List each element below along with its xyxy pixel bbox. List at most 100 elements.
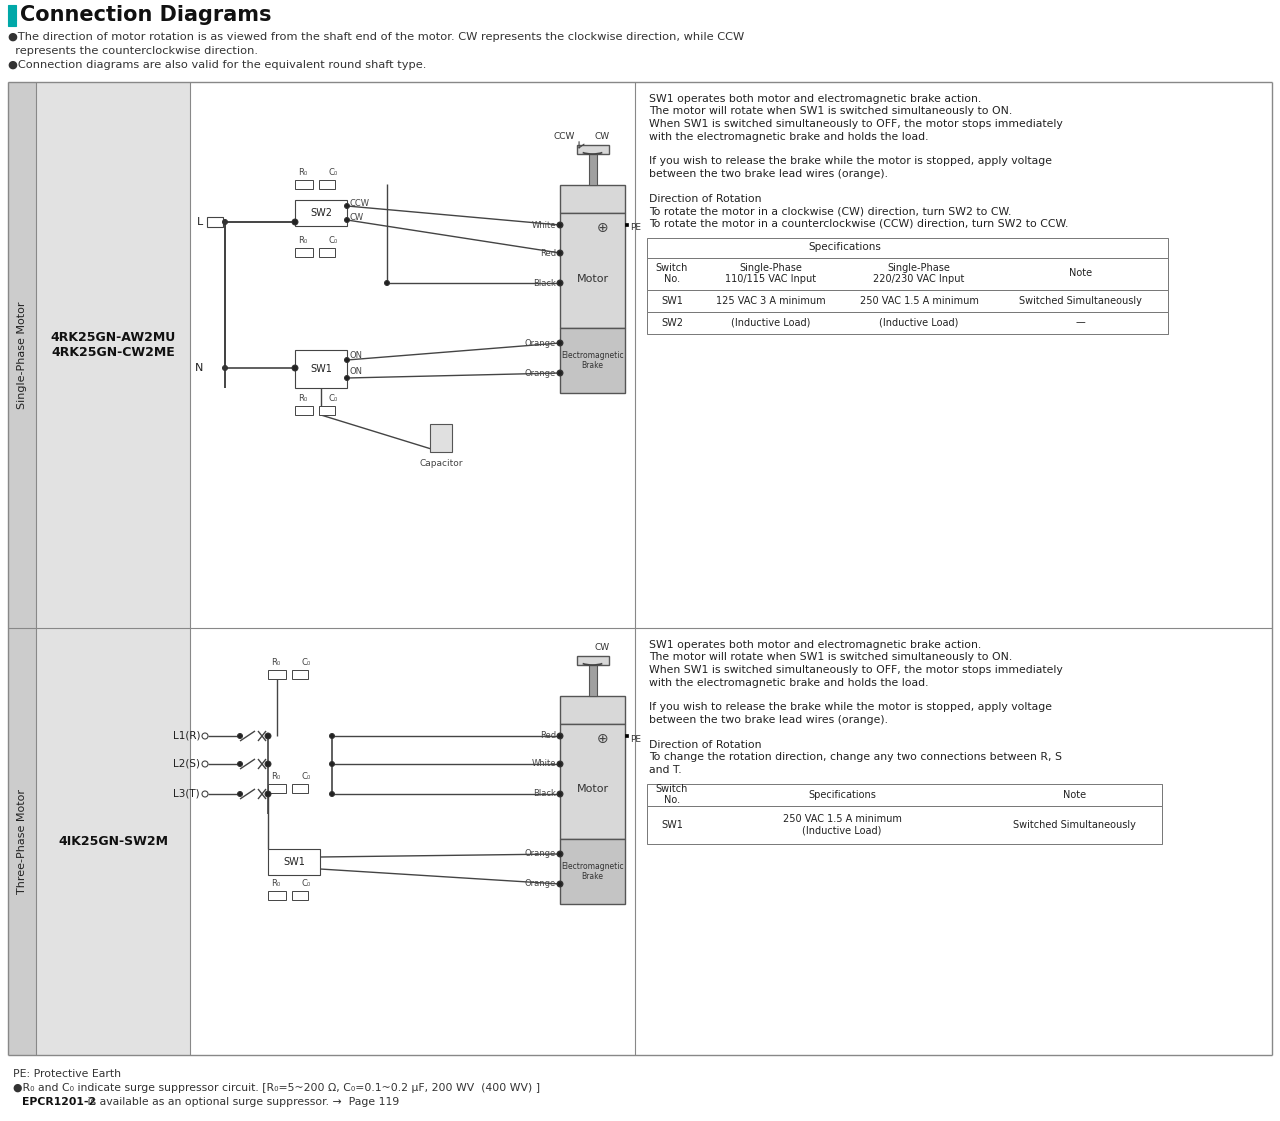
Bar xyxy=(319,180,335,189)
Text: L1(R): L1(R) xyxy=(173,731,200,741)
Text: ON: ON xyxy=(349,352,364,361)
Text: Specifications: Specifications xyxy=(809,242,882,252)
Circle shape xyxy=(557,761,563,767)
Bar xyxy=(319,248,335,257)
Text: The motor will rotate when SW1 is switched simultaneously to ON.: The motor will rotate when SW1 is switch… xyxy=(649,652,1012,663)
Text: Motor: Motor xyxy=(576,274,608,284)
Text: Electromagnetic
Brake: Electromagnetic Brake xyxy=(561,862,623,881)
Text: PE: PE xyxy=(630,734,641,743)
Text: (Inductive Load): (Inductive Load) xyxy=(731,317,810,327)
Bar xyxy=(646,784,1162,806)
Text: Orange: Orange xyxy=(525,339,556,348)
Bar xyxy=(294,200,347,226)
Bar xyxy=(576,145,608,154)
Bar xyxy=(625,734,628,736)
Circle shape xyxy=(558,761,562,767)
Text: Black: Black xyxy=(534,789,556,798)
Circle shape xyxy=(202,791,207,797)
Bar xyxy=(589,664,596,696)
Text: CCW: CCW xyxy=(553,132,575,141)
Circle shape xyxy=(557,733,563,739)
Circle shape xyxy=(557,791,563,797)
Circle shape xyxy=(292,219,298,225)
Circle shape xyxy=(557,851,563,856)
Text: To rotate the motor in a clockwise (CW) direction, turn SW2 to CW.: To rotate the motor in a clockwise (CW) … xyxy=(649,206,1011,216)
Text: R₀: R₀ xyxy=(271,772,280,781)
Text: Switch
No.: Switch No. xyxy=(655,262,689,285)
Text: with the electromagnetic brake and holds the load.: with the electromagnetic brake and holds… xyxy=(649,131,928,141)
Bar xyxy=(635,82,1272,1055)
Text: R₀: R₀ xyxy=(271,879,280,888)
Text: 4RK25GN-AW2MU
4RK25GN-CW2ME: 4RK25GN-AW2MU 4RK25GN-CW2ME xyxy=(50,331,175,359)
Text: When SW1 is switched simultaneously to OFF, the motor stops immediately: When SW1 is switched simultaneously to O… xyxy=(649,119,1062,129)
Text: Three-Phase Motor: Three-Phase Motor xyxy=(17,789,27,895)
Text: R₀: R₀ xyxy=(298,168,307,177)
Text: The motor will rotate when SW1 is switched simultaneously to ON.: The motor will rotate when SW1 is switch… xyxy=(649,106,1012,117)
Circle shape xyxy=(344,376,349,380)
Bar xyxy=(268,891,285,900)
Circle shape xyxy=(223,220,228,224)
Circle shape xyxy=(558,791,562,797)
Text: between the two brake lead wires (orange).: between the two brake lead wires (orange… xyxy=(649,169,888,179)
Bar xyxy=(319,406,335,415)
Bar xyxy=(268,849,320,876)
Text: Orange: Orange xyxy=(525,850,556,859)
Text: If you wish to release the brake while the motor is stopped, apply voltage: If you wish to release the brake while t… xyxy=(649,157,1052,167)
Text: CW: CW xyxy=(594,132,609,141)
Bar xyxy=(36,82,189,1055)
Text: C₀: C₀ xyxy=(329,393,338,404)
Text: To rotate the motor in a counterclockwise (CCW) direction, turn SW2 to CCW.: To rotate the motor in a counterclockwis… xyxy=(649,219,1069,229)
Text: is available as an optional surge suppressor. →  Page 119: is available as an optional surge suppre… xyxy=(84,1097,399,1108)
Text: White: White xyxy=(531,760,556,769)
Circle shape xyxy=(344,217,349,222)
Text: Specifications: Specifications xyxy=(808,789,876,799)
Text: and T.: and T. xyxy=(649,765,682,775)
Circle shape xyxy=(557,340,563,346)
Text: SW2: SW2 xyxy=(310,209,332,217)
Text: ●R₀ and C₀ indicate surge suppressor circuit. [R₀=5~200 Ω, C₀=0.1~0.2 μF, 200 WV: ●R₀ and C₀ indicate surge suppressor cir… xyxy=(13,1083,540,1093)
Text: Single-Phase
110/115 VAC Input: Single-Phase 110/115 VAC Input xyxy=(726,262,817,285)
Text: between the two brake lead wires (orange).: between the two brake lead wires (orange… xyxy=(649,715,888,725)
Circle shape xyxy=(265,761,271,767)
Text: L: L xyxy=(197,217,204,226)
Circle shape xyxy=(557,370,563,376)
Text: PE: PE xyxy=(630,223,641,232)
Circle shape xyxy=(329,761,334,767)
Circle shape xyxy=(558,280,562,286)
Circle shape xyxy=(558,733,562,739)
Text: C₀: C₀ xyxy=(301,658,311,667)
Bar xyxy=(625,223,628,226)
Bar xyxy=(430,424,452,452)
Text: C₀: C₀ xyxy=(329,237,338,245)
Circle shape xyxy=(558,371,562,376)
Circle shape xyxy=(558,852,562,856)
Bar xyxy=(589,152,596,185)
Text: Red: Red xyxy=(540,249,556,258)
Text: SW1 operates both motor and electromagnetic brake action.: SW1 operates both motor and electromagne… xyxy=(649,94,982,104)
Text: Single-Phase Motor: Single-Phase Motor xyxy=(17,302,27,409)
Text: PE: Protective Earth: PE: Protective Earth xyxy=(13,1069,122,1080)
Bar xyxy=(189,628,635,1055)
Circle shape xyxy=(344,358,349,362)
Text: SW1: SW1 xyxy=(283,856,305,867)
Bar xyxy=(294,248,314,257)
Circle shape xyxy=(557,222,563,228)
Bar xyxy=(294,406,314,415)
Bar xyxy=(292,670,308,679)
Text: —: — xyxy=(1075,317,1085,327)
Text: ●Connection diagrams are also valid for the equivalent round shaft type.: ●Connection diagrams are also valid for … xyxy=(8,61,426,70)
Circle shape xyxy=(238,733,242,739)
Text: (Inductive Load): (Inductive Load) xyxy=(879,317,959,327)
Text: Electromagnetic
Brake: Electromagnetic Brake xyxy=(561,351,623,370)
Circle shape xyxy=(384,280,389,286)
Text: CW: CW xyxy=(594,643,609,652)
Text: Orange: Orange xyxy=(525,369,556,378)
Text: Red: Red xyxy=(540,732,556,741)
Text: Switch
No.: Switch No. xyxy=(655,784,689,805)
Bar xyxy=(646,312,1169,334)
Text: 4IK25GN-SW2M: 4IK25GN-SW2M xyxy=(58,835,168,847)
Text: R₀: R₀ xyxy=(298,393,307,404)
Circle shape xyxy=(202,761,207,767)
Bar xyxy=(561,328,625,393)
Text: SW1 operates both motor and electromagnetic brake action.: SW1 operates both motor and electromagne… xyxy=(649,640,982,650)
